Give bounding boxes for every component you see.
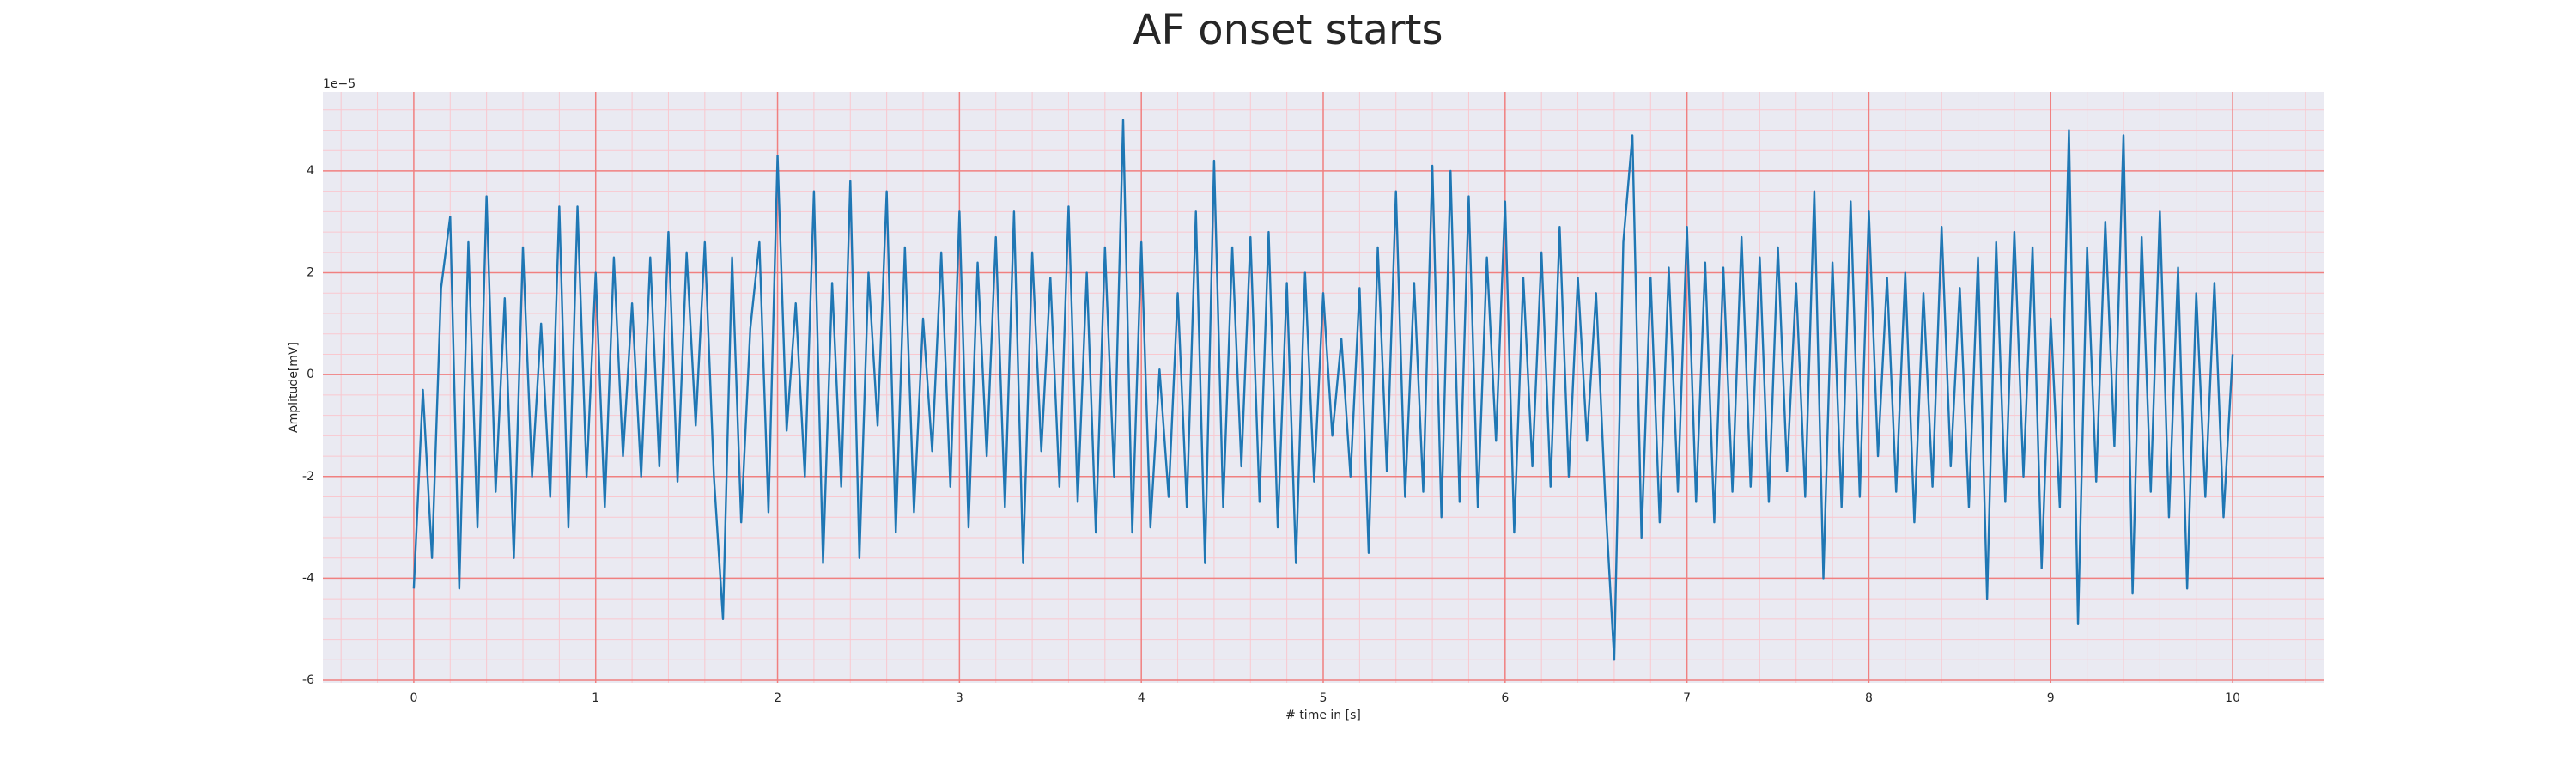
x-tick-label: 10 (2225, 691, 2240, 705)
x-tick-label: 2 (774, 691, 781, 705)
x-tick-label: 8 (1865, 691, 1873, 705)
x-tick-label: 7 (1683, 691, 1691, 705)
y-tick-label: 4 (307, 164, 314, 178)
y-tick-label: -2 (302, 470, 314, 484)
y-tick-label: -4 (302, 571, 314, 585)
y-tick-label: -6 (302, 673, 314, 687)
y-tick-label: 2 (307, 266, 314, 280)
x-tick-label: 3 (956, 691, 963, 705)
x-tick-label: 5 (1320, 691, 1327, 705)
y-tick-label: 0 (307, 368, 314, 381)
x-tick-label: 6 (1501, 691, 1509, 705)
chart-title: AF onset starts (1133, 6, 1443, 54)
y-axis-label: Amplitude[mV] (287, 342, 301, 433)
x-tick-label: 4 (1138, 691, 1145, 705)
x-tick-label: 1 (592, 691, 599, 705)
x-tick-label: 9 (2047, 691, 2055, 705)
series-line (412, 119, 2234, 661)
plot-area (323, 92, 2324, 683)
y-offset-text: 1e−5 (323, 77, 355, 91)
x-axis-label: # time in [s] (1285, 709, 1361, 722)
x-tick-label: 0 (410, 691, 417, 705)
